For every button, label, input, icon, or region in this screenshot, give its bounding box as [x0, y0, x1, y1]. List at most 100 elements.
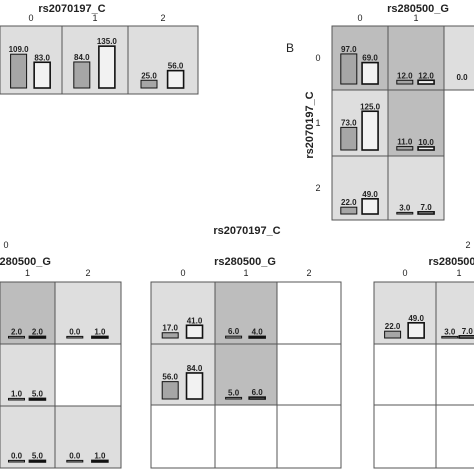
top-left-panel-bar-label: 56.0 — [168, 62, 184, 71]
panel-b-bar-label: 7.0 — [421, 203, 433, 212]
top-left-panel-bar-label: 135.0 — [97, 37, 118, 46]
panel-b-col-level-label: 0 — [357, 13, 362, 23]
panel-b-letter: B — [286, 41, 294, 55]
bottom-left-panel-bar-label: 5.0 — [32, 451, 44, 460]
bottom-right-panel-cell — [373, 343, 437, 406]
top-left-panel-col-level-label: 0 — [28, 13, 33, 23]
bottom-left-panel-cell — [0, 343, 56, 407]
panel-b-cell — [443, 25, 474, 91]
panel-b-bar — [361, 110, 379, 151]
top-left-panel-cell — [61, 25, 129, 95]
bottom-left-panel-bar — [8, 335, 25, 339]
top-left-panel-bar — [33, 61, 51, 89]
bottom-left-panel-bar — [66, 459, 84, 463]
bottom-middle-panel-bar — [161, 332, 179, 339]
bottom-right-panel-cell — [435, 281, 474, 345]
bottom-left-panel-bar-label: 0.0 — [11, 451, 23, 460]
bottom-left-panel-col-level-label: 1 — [25, 268, 30, 278]
bottom-left-panel-cell — [0, 281, 56, 345]
panel-b-title: rs280500_G — [387, 3, 449, 15]
bottom-left-panel-cell — [54, 281, 122, 345]
bottom-left-panel-bar — [91, 459, 109, 463]
bottom-middle-panel-cell — [276, 404, 342, 469]
panel-b-bar — [417, 211, 435, 215]
top-left-panel-bar — [140, 79, 158, 89]
bottom-middle-panel-bar-label: 4.0 — [252, 327, 264, 336]
panel-b-bar-label: 10.0 — [418, 138, 434, 147]
bottom-middle-panel-cell — [276, 281, 342, 345]
top-left-panel-bar-label: 84.0 — [74, 53, 90, 62]
bottom-left-panel-bar-label: 1.0 — [94, 451, 106, 460]
bottom-middle-panel-bar — [225, 335, 243, 339]
bottom-right-panel-bar — [441, 335, 459, 339]
bottom-left-panel-bar — [66, 335, 84, 339]
panel-b-row-title: rs2070197_C — [304, 91, 316, 158]
bottom-middle-panel-bar-label: 5.0 — [228, 388, 240, 397]
bottom-left-panel-bar — [91, 335, 109, 339]
bottom-right-panel-cell — [435, 343, 474, 406]
bottom-middle-panel-cell — [150, 281, 216, 345]
bottom-middle-panel-bar — [161, 381, 179, 400]
bottom-left-panel-bar-label: 5.0 — [32, 389, 44, 398]
bottom-left-super-title: 0 — [3, 240, 8, 250]
panel-b-bar-label: 12.0 — [418, 71, 434, 80]
bottom-left-panel-bar-label: 1.0 — [11, 389, 23, 398]
panel-b-bar — [361, 61, 379, 85]
panel-b-cell — [387, 155, 445, 221]
bottom-left-panel-col-level-label: 2 — [85, 268, 90, 278]
bottom-right-panel-cell — [435, 404, 474, 469]
bottom-middle-panel-bar — [185, 324, 204, 339]
bottom-left-panel-bar-label: 2.0 — [11, 327, 23, 336]
bottom-middle-panel-bar-label: 56.0 — [162, 373, 178, 382]
panel-b-bar-label: 73.0 — [341, 118, 357, 127]
panel-b-cell — [387, 89, 445, 157]
bottom-middle-panel-cell — [214, 281, 278, 345]
bottom-middle-panel-bar-label: 6.0 — [252, 388, 264, 397]
bottom-left-panel-bar — [8, 397, 25, 401]
bottom-middle-panel-bar — [248, 335, 266, 339]
bottom-middle-panel-col-level-label: 2 — [306, 268, 311, 278]
top-left-panel-bar — [166, 69, 185, 89]
bottom-middle-panel-cell — [214, 404, 278, 469]
bottom-middle-panel-cell — [214, 343, 278, 406]
top-left-panel-cell — [0, 25, 63, 95]
top-left-panel-bar-label: 109.0 — [9, 45, 30, 54]
bottom-right-panel-col-level-label: 0 — [402, 268, 407, 278]
bottom-right-panel-col-level-label: 1 — [456, 268, 461, 278]
panel-b-bar — [396, 79, 414, 85]
panel-b-bar-label: 3.0 — [399, 203, 411, 212]
panel-b-bar — [417, 146, 435, 151]
bottom-group-title: rs2070197_C — [213, 225, 280, 237]
bottom-right-title: rs280500 — [428, 256, 474, 268]
panel-b-bar — [396, 146, 414, 151]
top-left-title: rs2070197_C — [38, 3, 105, 15]
bottom-right-panel-bar — [384, 330, 402, 339]
bottom-right-panel-bar-label: 22.0 — [385, 322, 401, 331]
bottom-right-panel-bar-label: 3.0 — [444, 327, 456, 336]
bottom-middle-panel-col-level-label: 0 — [180, 268, 185, 278]
panel-b-bar-label: 22.0 — [341, 198, 357, 207]
top-left-panel-bar — [73, 61, 91, 89]
bottom-left-panel-cell — [54, 405, 122, 469]
bottom-middle-panel-bar-label: 17.0 — [162, 324, 178, 333]
bottom-left-panel-bar-label: 0.0 — [69, 327, 81, 336]
panel-b-bar-label: 49.0 — [362, 190, 378, 199]
bottom-middle-panel-cell — [276, 343, 342, 406]
bottom-left-panel-cell — [0, 405, 56, 469]
top-left-panel-bar — [98, 45, 116, 89]
bottom-left-title: rs280500_G — [0, 256, 51, 268]
bottom-middle-panel-col-level-label: 1 — [243, 268, 248, 278]
bottom-left-panel-bar — [28, 397, 47, 401]
bottom-middle-panel-bar — [248, 396, 266, 400]
bottom-left-panel-bar — [28, 459, 47, 463]
bottom-middle-panel-bar-label: 41.0 — [187, 316, 203, 325]
panel-b-bar-label: 125.0 — [360, 102, 381, 111]
panel-b-bar — [396, 211, 414, 215]
bottom-right-panel-bar — [407, 322, 425, 339]
panel-b-row-level-label: 2 — [315, 183, 320, 193]
bottom-middle-panel-bar-label: 6.0 — [228, 327, 240, 336]
bottom-right-panel-bar-label: 49.0 — [408, 314, 424, 323]
bottom-middle-panel-bar — [185, 372, 204, 400]
top-left-panel-bar — [10, 53, 28, 89]
